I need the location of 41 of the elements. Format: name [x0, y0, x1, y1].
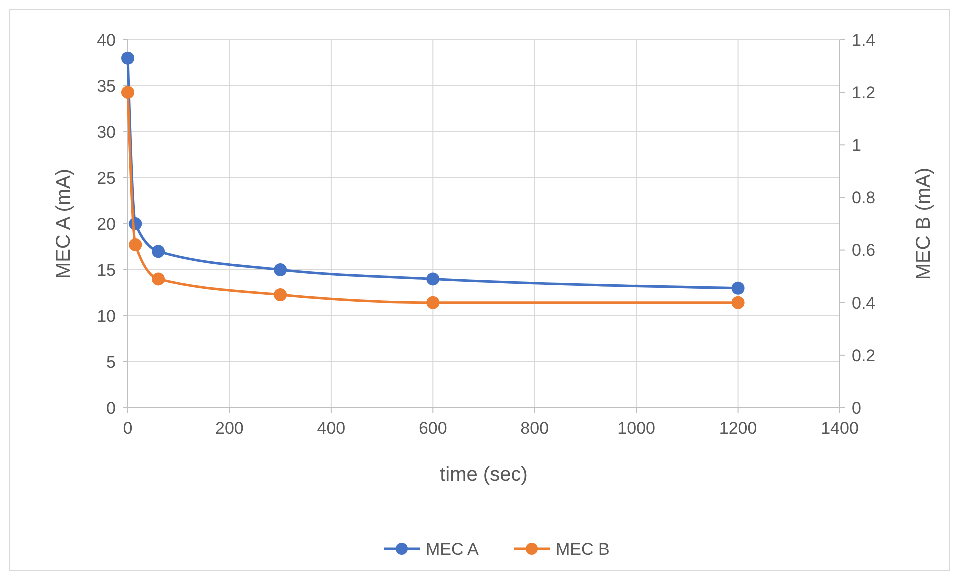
point	[122, 86, 134, 100]
y-tick-label: 10	[97, 306, 116, 326]
y2-tick-label: 0	[852, 398, 862, 418]
y-tick-label: 5	[106, 352, 116, 372]
x-tick-label: 400	[317, 419, 346, 438]
x-axis-title: time (sec)	[440, 464, 528, 486]
y2-tick-label: 1.4	[852, 30, 876, 50]
x-tick-label: 200	[216, 419, 244, 438]
x-tick-label: 600	[418, 419, 448, 438]
y-tick-label: 0	[106, 398, 116, 418]
point	[129, 238, 142, 252]
y2-tick-label: 1.2	[852, 84, 876, 103]
y-tick-label: 35	[97, 76, 116, 96]
point	[732, 296, 745, 310]
y2-tick-label: 0.6	[852, 241, 876, 260]
y-tick-label: 30	[97, 122, 116, 142]
y2-tick-label: 0.8	[852, 188, 876, 208]
x-tick-label: 800	[520, 419, 550, 438]
point	[122, 52, 134, 65]
y2-tick-label: 0.4	[852, 294, 876, 313]
y-tick-label: 20	[97, 214, 116, 234]
y-tick-label: 25	[97, 168, 116, 188]
point	[426, 296, 440, 310]
y-tick-label: 15	[97, 260, 116, 280]
y2-tick-label: 1	[852, 136, 862, 156]
point	[426, 272, 440, 286]
legend-label: MEC A	[426, 540, 480, 559]
point	[732, 282, 745, 295]
x-tick-label: 1000	[618, 419, 656, 438]
x-tick-label: 1400	[821, 419, 859, 438]
y2-tick-label: 0.2	[852, 346, 876, 366]
y-axis-title: MEC A (mA)	[53, 168, 75, 280]
y2-axis-title: MEC B (mA)	[913, 168, 935, 280]
point	[152, 245, 166, 258]
x-tick-label: 1200	[719, 419, 758, 438]
y-tick-label: 40	[97, 30, 116, 50]
legend-label: MEC B	[556, 540, 610, 559]
point	[274, 288, 288, 302]
point	[274, 264, 288, 276]
x-tick-label: 0	[123, 419, 133, 438]
point	[152, 272, 166, 286]
